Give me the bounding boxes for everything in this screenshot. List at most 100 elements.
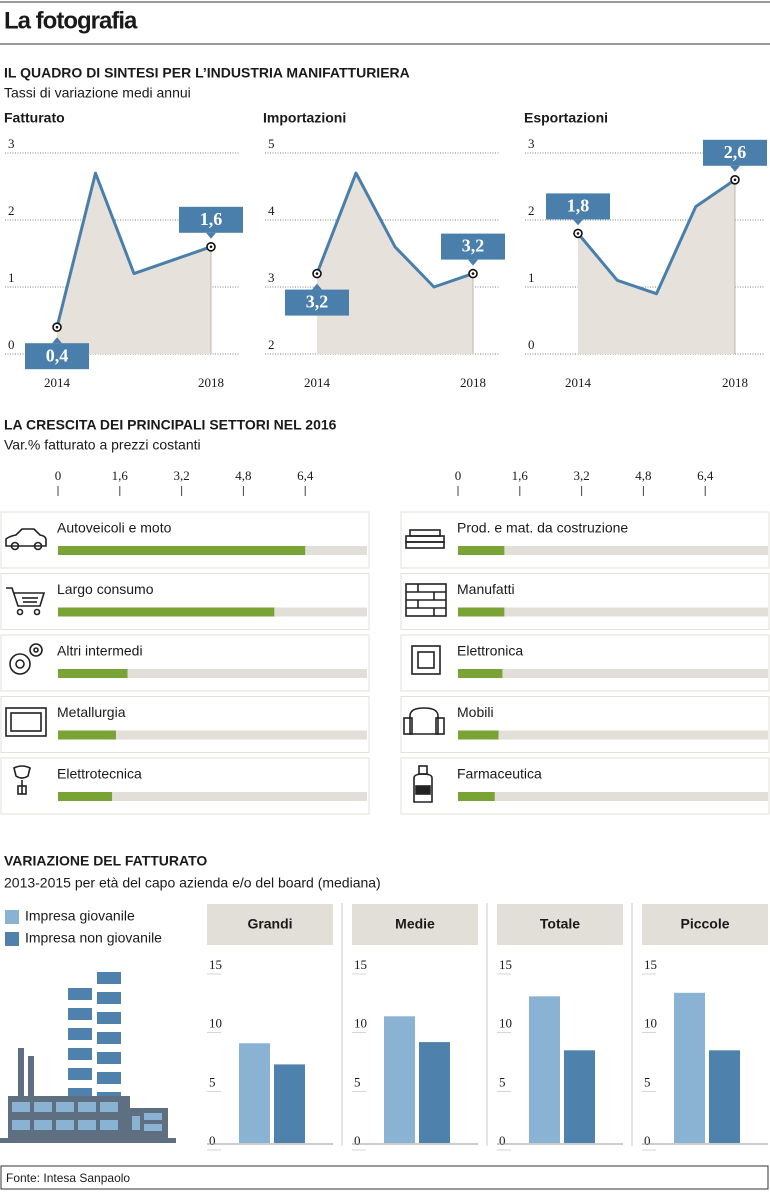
row-frame (0, 757, 370, 815)
y-tick-label: 0 (8, 337, 15, 352)
bar (458, 607, 505, 617)
bar (419, 1042, 450, 1143)
value-label-box (441, 233, 505, 260)
value-label-pointer (573, 219, 583, 226)
icon-metal-part (5, 707, 47, 737)
chimney-stripes-part (97, 1004, 121, 1012)
value-label-box (285, 289, 349, 316)
row-frame (400, 696, 770, 753)
panel-title: Medie (395, 916, 435, 932)
windows-part (56, 1102, 74, 1112)
value-label-box (703, 139, 767, 166)
icon-bulb-part (17, 785, 27, 795)
chimney-stripes-part (68, 1020, 92, 1028)
y-tick-label: 0 (209, 1133, 216, 1148)
chimney-stripes-part (97, 1044, 121, 1052)
windows-part (78, 1102, 96, 1112)
bar (274, 1064, 305, 1143)
y-tick-label: 3 (528, 136, 535, 151)
icon-gears-part (9, 653, 31, 675)
section-subtitle: Var.% fatturato a prezzi costanti (4, 437, 201, 453)
x-tick-label: 2018 (198, 375, 224, 390)
panel-header (207, 904, 333, 945)
bar (458, 792, 495, 801)
category-label: Elettronica (457, 643, 523, 659)
section-title: VARIAZIONE DEL FATTURATO (4, 853, 207, 869)
row-frame (400, 511, 770, 569)
x-tick-label: 6,4 (297, 468, 314, 483)
section-title: IL QUADRO DI SINTESI PER L’INDUSTRIA MAN… (4, 65, 410, 81)
bar (458, 669, 503, 678)
icon-gears-part (29, 643, 43, 657)
bar (564, 1050, 595, 1143)
line (315, 171, 474, 289)
source: Fonte: Intesa Sanpaolo (6, 1171, 130, 1185)
y-tick-label: 15 (209, 957, 222, 972)
category-label: Autoveicoli e moto (57, 520, 172, 536)
icon-gears (9, 643, 43, 675)
y-tick-label: 1 (528, 270, 535, 285)
windows-part (12, 1120, 30, 1130)
x-tick-label: 2018 (460, 375, 486, 390)
y-tick-label: 0 (644, 1133, 651, 1148)
value-label: 2,6 (724, 142, 747, 162)
factory-illustration (0, 972, 176, 1143)
bar-track (58, 730, 367, 740)
icon-armchair-part (409, 707, 439, 735)
value-label-box (25, 343, 89, 370)
icon-chip (411, 645, 441, 675)
value-label-box (546, 193, 610, 220)
x-tick-label: 2014 (565, 375, 592, 390)
chimney-stripes-part (68, 1080, 92, 1088)
line (55, 171, 212, 328)
legend-swatch (5, 910, 19, 924)
icon-bottle (413, 765, 433, 803)
y-tick-label: 10 (499, 1016, 512, 1031)
row-frame (400, 573, 770, 630)
panel-title: Grandi (247, 916, 292, 932)
x-tick-label: 2014 (44, 375, 71, 390)
windows-part (78, 1120, 96, 1130)
value-label-pointer (730, 165, 740, 172)
icon-pipes-part (409, 529, 441, 537)
bar (58, 669, 128, 678)
value-label: 0,4 (46, 345, 69, 365)
chimney-stripes-part (68, 1040, 92, 1048)
y-tick-label: 3 (268, 270, 275, 285)
x-tick-label: 6,4 (697, 468, 714, 483)
row-frame (0, 696, 370, 753)
y-tick-label: 1 (8, 270, 15, 285)
icon-cart-part (33, 608, 41, 616)
y-tick-label: 15 (499, 957, 512, 972)
icon-car-part (33, 541, 43, 551)
icon-pipes (405, 529, 445, 549)
category-label: Elettrotecnica (57, 766, 142, 782)
value-label: 1,6 (200, 209, 223, 229)
y-tick-label: 0 (354, 1133, 361, 1148)
value-label: 1,8 (567, 196, 590, 216)
windows-part (34, 1102, 52, 1112)
y-tick-label: 0 (499, 1133, 506, 1148)
row-frame (400, 634, 770, 692)
category-label: Prod. e mat. da costruzione (457, 520, 628, 536)
value-label: 3,2 (306, 292, 329, 312)
icon-cart-part (16, 608, 24, 616)
point-dot (55, 325, 59, 329)
bar (58, 546, 306, 555)
chart-title: Fatturato (4, 110, 65, 126)
y-tick-label: 4 (268, 203, 275, 218)
x-tick-label: 4,8 (635, 468, 651, 483)
value-label-pointer (468, 259, 478, 266)
chimney-stripes-part (68, 1060, 92, 1068)
bar (674, 992, 705, 1143)
x-tick-label: 0 (55, 468, 62, 483)
row-frame (0, 511, 370, 569)
point-dot (733, 178, 737, 182)
x-tick-label: 3,2 (173, 468, 189, 483)
icon-metal (5, 707, 47, 737)
section-subtitle: 2013-2015 per età del capo azienda e/o d… (4, 875, 381, 891)
point-dot (315, 272, 319, 275)
bar-track (458, 792, 768, 801)
